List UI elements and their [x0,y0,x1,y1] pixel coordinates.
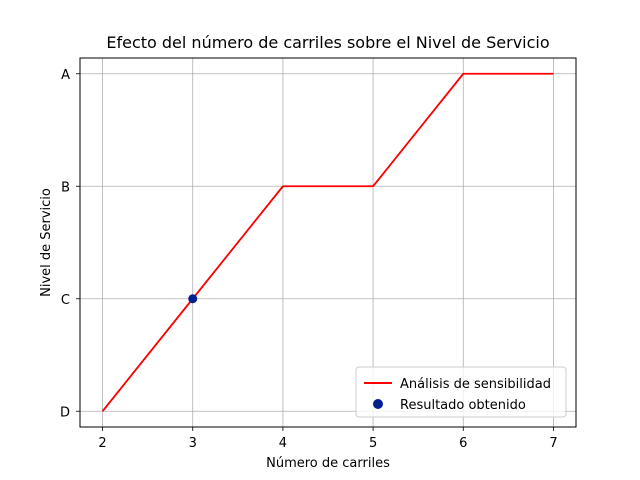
y-tick-label: A [61,68,70,83]
y-axis-label: Nivel de Servicio [39,188,54,297]
sensitivity-line [101,72,554,412]
axis-ticks: 2 3 4 5 6 7 D C B A [60,68,558,451]
x-tick-label: 6 [459,436,467,451]
y-tick-label: B [61,180,70,195]
legend: Análisis de sensibilidad Resultado obten… [355,366,567,418]
plot-series [101,72,554,412]
x-axis-label: Número de carriles [266,456,390,471]
x-tick-label: 7 [549,436,557,451]
x-tick-label: 2 [98,436,106,451]
legend-marker-swatch [373,399,383,409]
legend-label-result: Resultado obtenido [400,398,526,413]
result-point [188,294,198,304]
y-tick-label: C [61,293,70,308]
x-tick-label: 5 [369,436,377,451]
x-tick-label: 4 [279,436,287,451]
legend-box [355,366,567,418]
x-tick-label: 3 [189,436,197,451]
legend-label-sensitivity: Análisis de sensibilidad [400,377,551,392]
plot-frame [79,57,577,428]
y-tick-label: D [60,405,70,420]
chart-title: Efecto del número de carriles sobre el N… [106,33,549,52]
